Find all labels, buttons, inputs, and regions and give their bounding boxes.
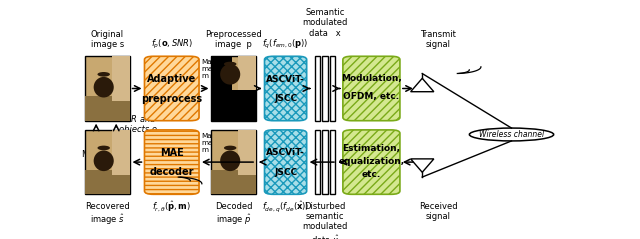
Bar xyxy=(211,130,256,194)
Text: JSCC: JSCC xyxy=(274,94,297,103)
Polygon shape xyxy=(411,78,434,92)
Bar xyxy=(211,170,256,194)
Ellipse shape xyxy=(93,151,114,171)
Text: Preprocessed
image  p: Preprocessed image p xyxy=(205,30,262,49)
Text: Mask
matrix
m: Mask matrix m xyxy=(201,133,225,153)
Polygon shape xyxy=(411,159,434,172)
Text: Disturbed
semantic
modulated
data $\hat{x}$: Disturbed semantic modulated data $\hat{… xyxy=(302,202,348,239)
Text: MAE: MAE xyxy=(160,148,184,158)
Bar xyxy=(315,56,321,121)
Bar xyxy=(112,130,129,175)
Text: JSCC: JSCC xyxy=(274,168,297,177)
Text: Modulation,: Modulation, xyxy=(341,74,402,83)
FancyBboxPatch shape xyxy=(264,56,307,121)
Text: Recovered
image $\hat{s}$: Recovered image $\hat{s}$ xyxy=(85,202,130,227)
Text: Decoded
image $\hat{p}$: Decoded image $\hat{p}$ xyxy=(215,202,253,227)
Text: Transmit
signal: Transmit signal xyxy=(420,30,456,49)
Text: decoder: decoder xyxy=(150,167,194,177)
Text: Estimation,: Estimation, xyxy=(342,144,401,153)
Ellipse shape xyxy=(220,151,240,171)
Circle shape xyxy=(97,146,110,150)
Text: $f_p(\mathbf{o},SNR)$: $f_p(\mathbf{o},SNR)$ xyxy=(150,38,193,51)
Text: Received
signal: Received signal xyxy=(419,202,458,221)
FancyBboxPatch shape xyxy=(343,56,400,121)
Text: OFDM, etc.: OFDM, etc. xyxy=(343,92,399,101)
Bar xyxy=(211,90,256,121)
Text: $f_{de,q}(f_{de}(\hat{\mathbf{x}}))$: $f_{de,q}(f_{de}(\hat{\mathbf{x}}))$ xyxy=(262,200,309,214)
FancyBboxPatch shape xyxy=(264,130,307,194)
Text: ASCViT-: ASCViT- xyxy=(266,75,305,84)
FancyBboxPatch shape xyxy=(145,130,199,194)
Circle shape xyxy=(224,62,236,66)
Circle shape xyxy=(224,146,236,150)
Bar xyxy=(211,56,232,90)
Text: preprocess: preprocess xyxy=(141,94,202,104)
Text: $SNR$ and
objects o: $SNR$ and objects o xyxy=(118,113,157,134)
Bar xyxy=(323,130,328,194)
Bar xyxy=(330,56,335,121)
Text: ASCViT-: ASCViT- xyxy=(266,148,305,158)
Text: Adaptive: Adaptive xyxy=(147,74,196,84)
Bar xyxy=(315,130,321,194)
Text: Semantic
modulated
data   x: Semantic modulated data x xyxy=(302,8,348,38)
Bar xyxy=(85,130,129,194)
Text: Original
image s: Original image s xyxy=(91,30,124,49)
Bar xyxy=(238,130,256,175)
Bar xyxy=(85,56,129,121)
Bar xyxy=(211,56,256,121)
Bar xyxy=(112,56,129,101)
Text: Mask
matrix
m: Mask matrix m xyxy=(201,59,225,79)
FancyBboxPatch shape xyxy=(145,56,199,121)
Bar xyxy=(85,96,129,121)
Ellipse shape xyxy=(220,64,240,85)
Bar xyxy=(211,96,256,121)
Text: $f_{r,\theta}(\hat{\mathbf{p}},\mathbf{m})$: $f_{r,\theta}(\hat{\mathbf{p}},\mathbf{m… xyxy=(152,200,191,214)
Bar xyxy=(85,170,129,194)
FancyBboxPatch shape xyxy=(343,130,400,194)
Ellipse shape xyxy=(93,77,114,98)
Text: equalization,: equalization, xyxy=(339,157,404,166)
Text: Metrics: Metrics xyxy=(81,150,111,159)
Text: Wireless channel: Wireless channel xyxy=(479,130,544,139)
Circle shape xyxy=(97,72,110,77)
Text: $f_q(f_{em,0}(\mathbf{p}))$: $f_q(f_{em,0}(\mathbf{p}))$ xyxy=(262,38,309,51)
Text: etc.: etc. xyxy=(362,169,381,179)
Ellipse shape xyxy=(469,128,554,141)
Bar xyxy=(330,130,335,194)
Bar xyxy=(238,56,256,101)
Bar xyxy=(323,56,328,121)
